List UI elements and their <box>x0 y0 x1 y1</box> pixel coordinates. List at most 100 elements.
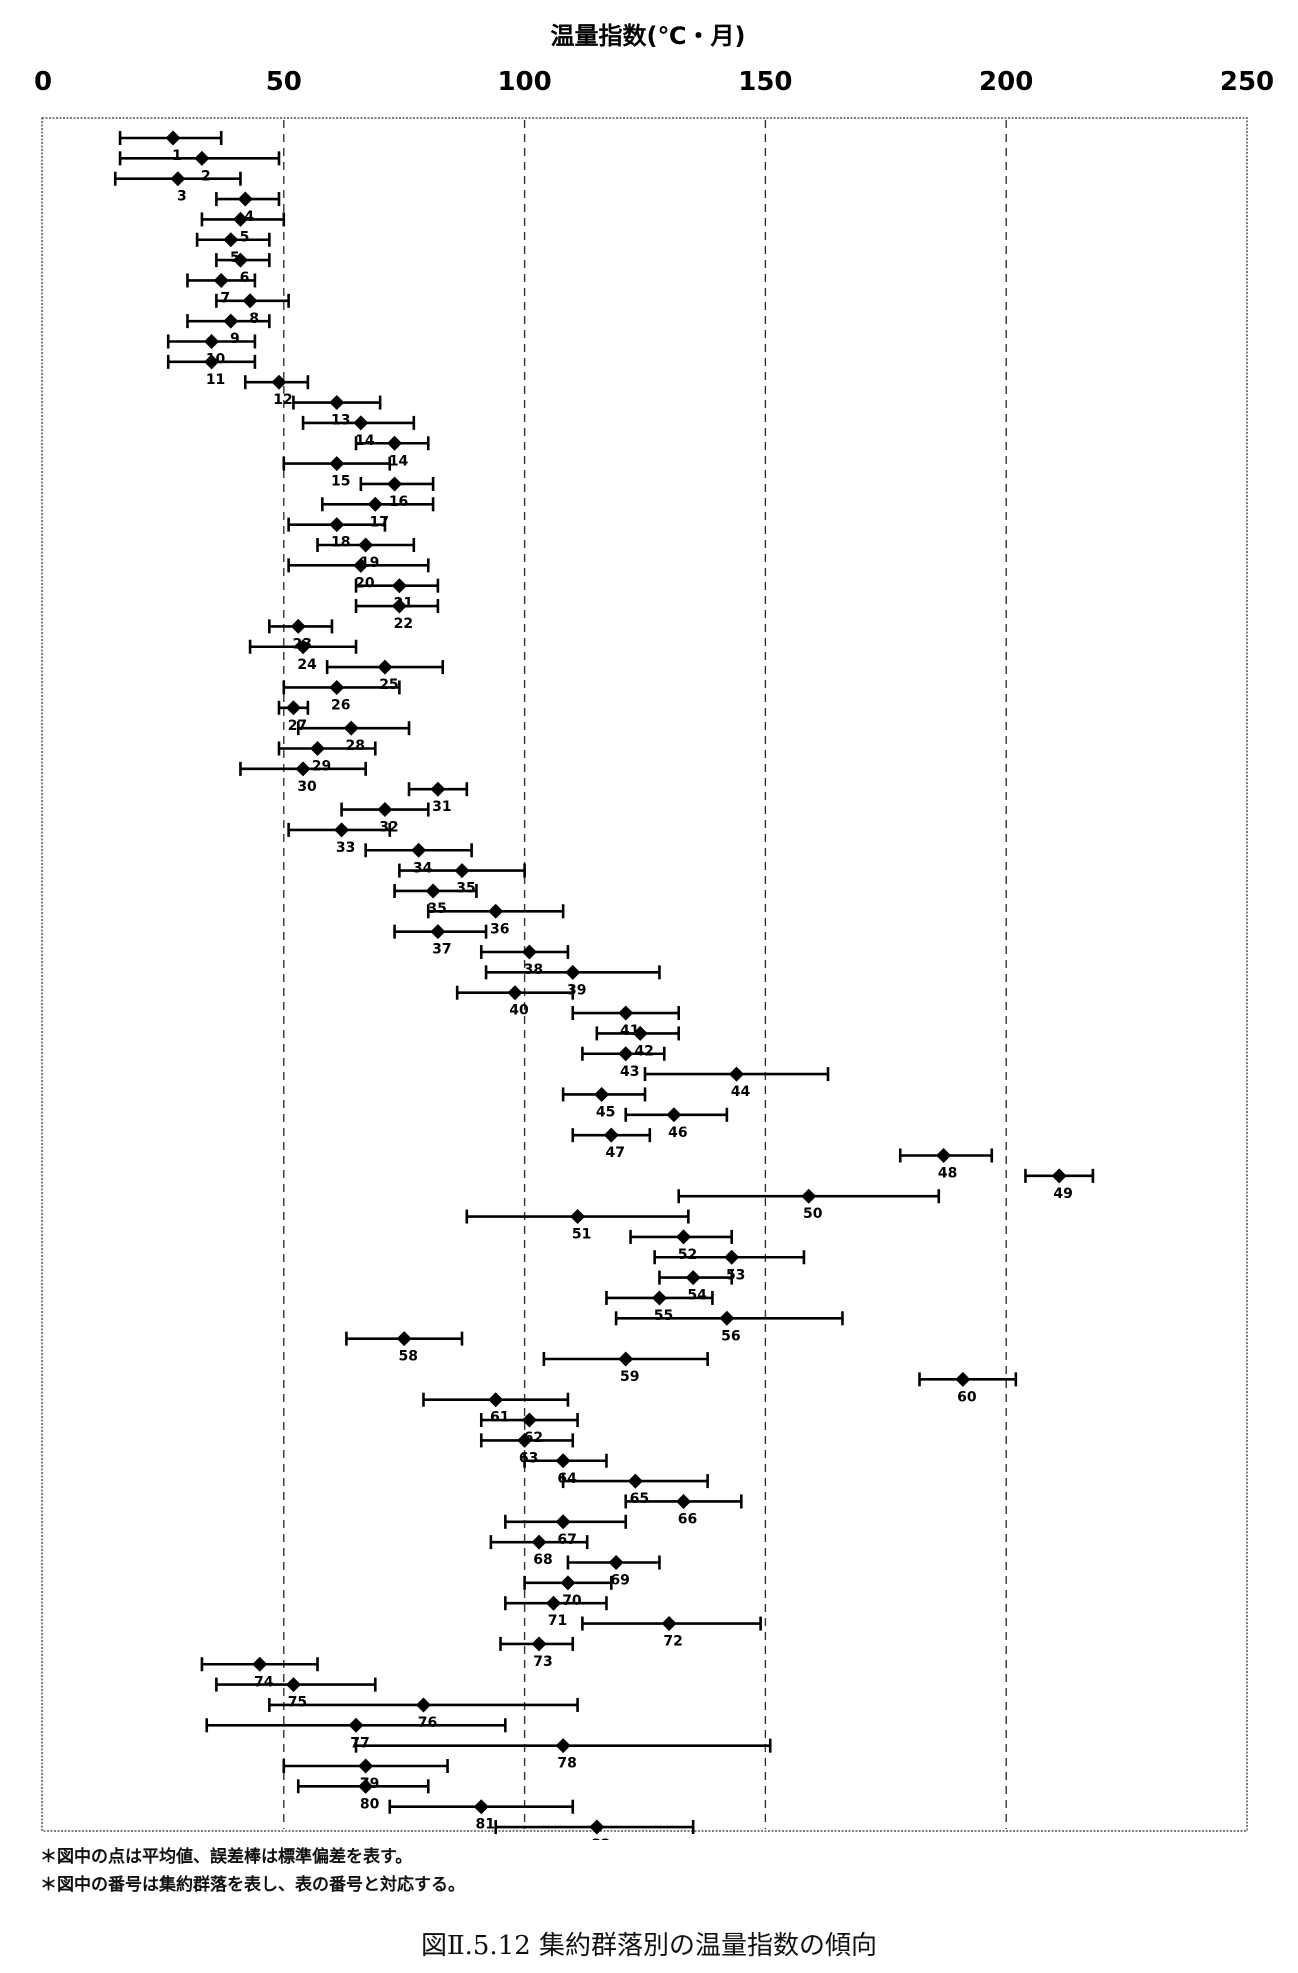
group-number-label: 37 <box>432 942 451 958</box>
data-point-group: 14 <box>301 415 416 449</box>
group-number-label: 39 <box>567 982 586 998</box>
x-tick-label: 100 <box>497 67 551 97</box>
group-number-label: 75 <box>288 1695 307 1711</box>
data-point-group: 37 <box>393 924 488 958</box>
group-number-label: 38 <box>524 962 543 978</box>
group-number-label: 71 <box>548 1613 567 1629</box>
data-point-group: 31 <box>407 781 469 815</box>
data-point-group: 22 <box>354 598 440 632</box>
group-number-label: 35 <box>427 901 446 917</box>
data-point-group: 62 <box>479 1412 579 1446</box>
mean-marker <box>411 842 427 858</box>
x-tick-label: 50 <box>266 67 302 97</box>
mean-marker <box>955 1371 971 1387</box>
mean-marker <box>661 1616 677 1632</box>
data-point-group: 7 <box>186 272 257 306</box>
mean-marker <box>618 1351 634 1367</box>
mean-marker <box>565 964 581 980</box>
mean-marker <box>252 1656 268 1672</box>
group-number-label: 22 <box>394 616 413 632</box>
mean-marker <box>608 1555 624 1570</box>
mean-marker <box>223 313 239 329</box>
mean-marker <box>627 1473 643 1489</box>
mean-marker <box>242 293 258 309</box>
group-number-label: 67 <box>557 1532 576 1548</box>
group-number-label: 15 <box>331 474 350 490</box>
data-point-group: 66 <box>624 1493 743 1527</box>
mean-marker <box>329 395 345 411</box>
group-number-label: 52 <box>678 1247 697 1263</box>
data-point-group: 5 <box>195 232 271 266</box>
mean-marker <box>545 1595 561 1611</box>
group-number-label: 36 <box>490 921 509 937</box>
data-point-group: 47 <box>571 1127 652 1161</box>
mean-marker <box>473 1799 489 1815</box>
mean-marker <box>517 1432 533 1448</box>
group-number-label: 78 <box>557 1756 576 1772</box>
data-point-group: 43 <box>581 1046 666 1080</box>
data-point-group: 60 <box>918 1371 1018 1405</box>
mean-marker <box>676 1493 692 1509</box>
mean-marker <box>555 1738 571 1754</box>
mean-marker <box>531 1636 547 1652</box>
data-point-group: 16 <box>359 476 435 510</box>
data-point-group: 35 <box>398 863 526 897</box>
group-number-label: 54 <box>687 1288 707 1304</box>
mean-marker <box>353 557 369 573</box>
group-number-label: 76 <box>418 1715 437 1731</box>
data-point-group: 67 <box>504 1514 628 1548</box>
data-point-group: 33 <box>287 822 392 856</box>
group-number-label: 63 <box>519 1450 538 1466</box>
data-point-group: 73 <box>499 1636 575 1670</box>
mean-marker <box>358 1778 374 1794</box>
group-number-label: 5 <box>230 250 240 266</box>
mean-marker <box>1051 1168 1067 1184</box>
data-point-group: 75 <box>215 1677 377 1711</box>
data-point-group: 38 <box>479 944 570 978</box>
data-point-group: 34 <box>364 842 473 876</box>
data-point-group: 44 <box>643 1066 830 1100</box>
mean-marker <box>367 496 383 512</box>
data-point-group: 78 <box>354 1738 772 1772</box>
mean-marker <box>329 517 345 533</box>
group-number-label: 25 <box>379 677 398 693</box>
mean-marker <box>348 1717 364 1733</box>
mean-marker <box>521 944 537 960</box>
group-number-label: 18 <box>331 535 350 551</box>
mean-marker <box>170 171 186 187</box>
mean-marker <box>358 1758 374 1774</box>
data-point-group: 2 <box>118 150 281 184</box>
group-number-label: 61 <box>490 1410 509 1426</box>
group-number-label: 70 <box>562 1593 582 1609</box>
mean-marker <box>488 903 504 919</box>
mean-marker <box>632 1025 648 1041</box>
group-number-label: 44 <box>731 1084 751 1100</box>
data-point-group: 51 <box>465 1209 690 1243</box>
x-axis-title: 温量指数(℃・月) <box>551 22 746 50</box>
mean-marker <box>570 1209 586 1225</box>
group-number-label: 49 <box>1053 1186 1072 1202</box>
group-number-label: 34 <box>413 860 433 876</box>
data-point-group: 49 <box>1024 1168 1095 1202</box>
group-number-label: 28 <box>345 738 364 754</box>
group-number-label: 74 <box>254 1674 274 1690</box>
group-number-label: 46 <box>668 1125 687 1141</box>
mean-marker <box>391 598 407 614</box>
group-number-label: 56 <box>721 1328 740 1344</box>
footnote-group-number: ＊図中の番号は集約群落を表し、表の番号と対応する。 <box>40 1875 465 1895</box>
mean-marker <box>237 191 253 207</box>
data-point-group: 76 <box>268 1697 579 1731</box>
mean-marker <box>343 720 359 736</box>
mean-marker <box>353 415 369 431</box>
data-point-group: 45 <box>561 1086 647 1120</box>
mean-marker <box>290 618 306 634</box>
mean-marker <box>295 639 311 655</box>
data-point-group: 36 <box>426 903 565 937</box>
x-tick-label: 0 <box>34 67 52 97</box>
x-tick-label: 200 <box>979 67 1033 97</box>
data-point-group: 35 <box>393 883 478 917</box>
mean-marker <box>719 1310 735 1326</box>
group-number-label: 20 <box>355 575 375 591</box>
data-point-group: 52 <box>629 1229 733 1263</box>
x-tick-label: 150 <box>738 67 792 97</box>
